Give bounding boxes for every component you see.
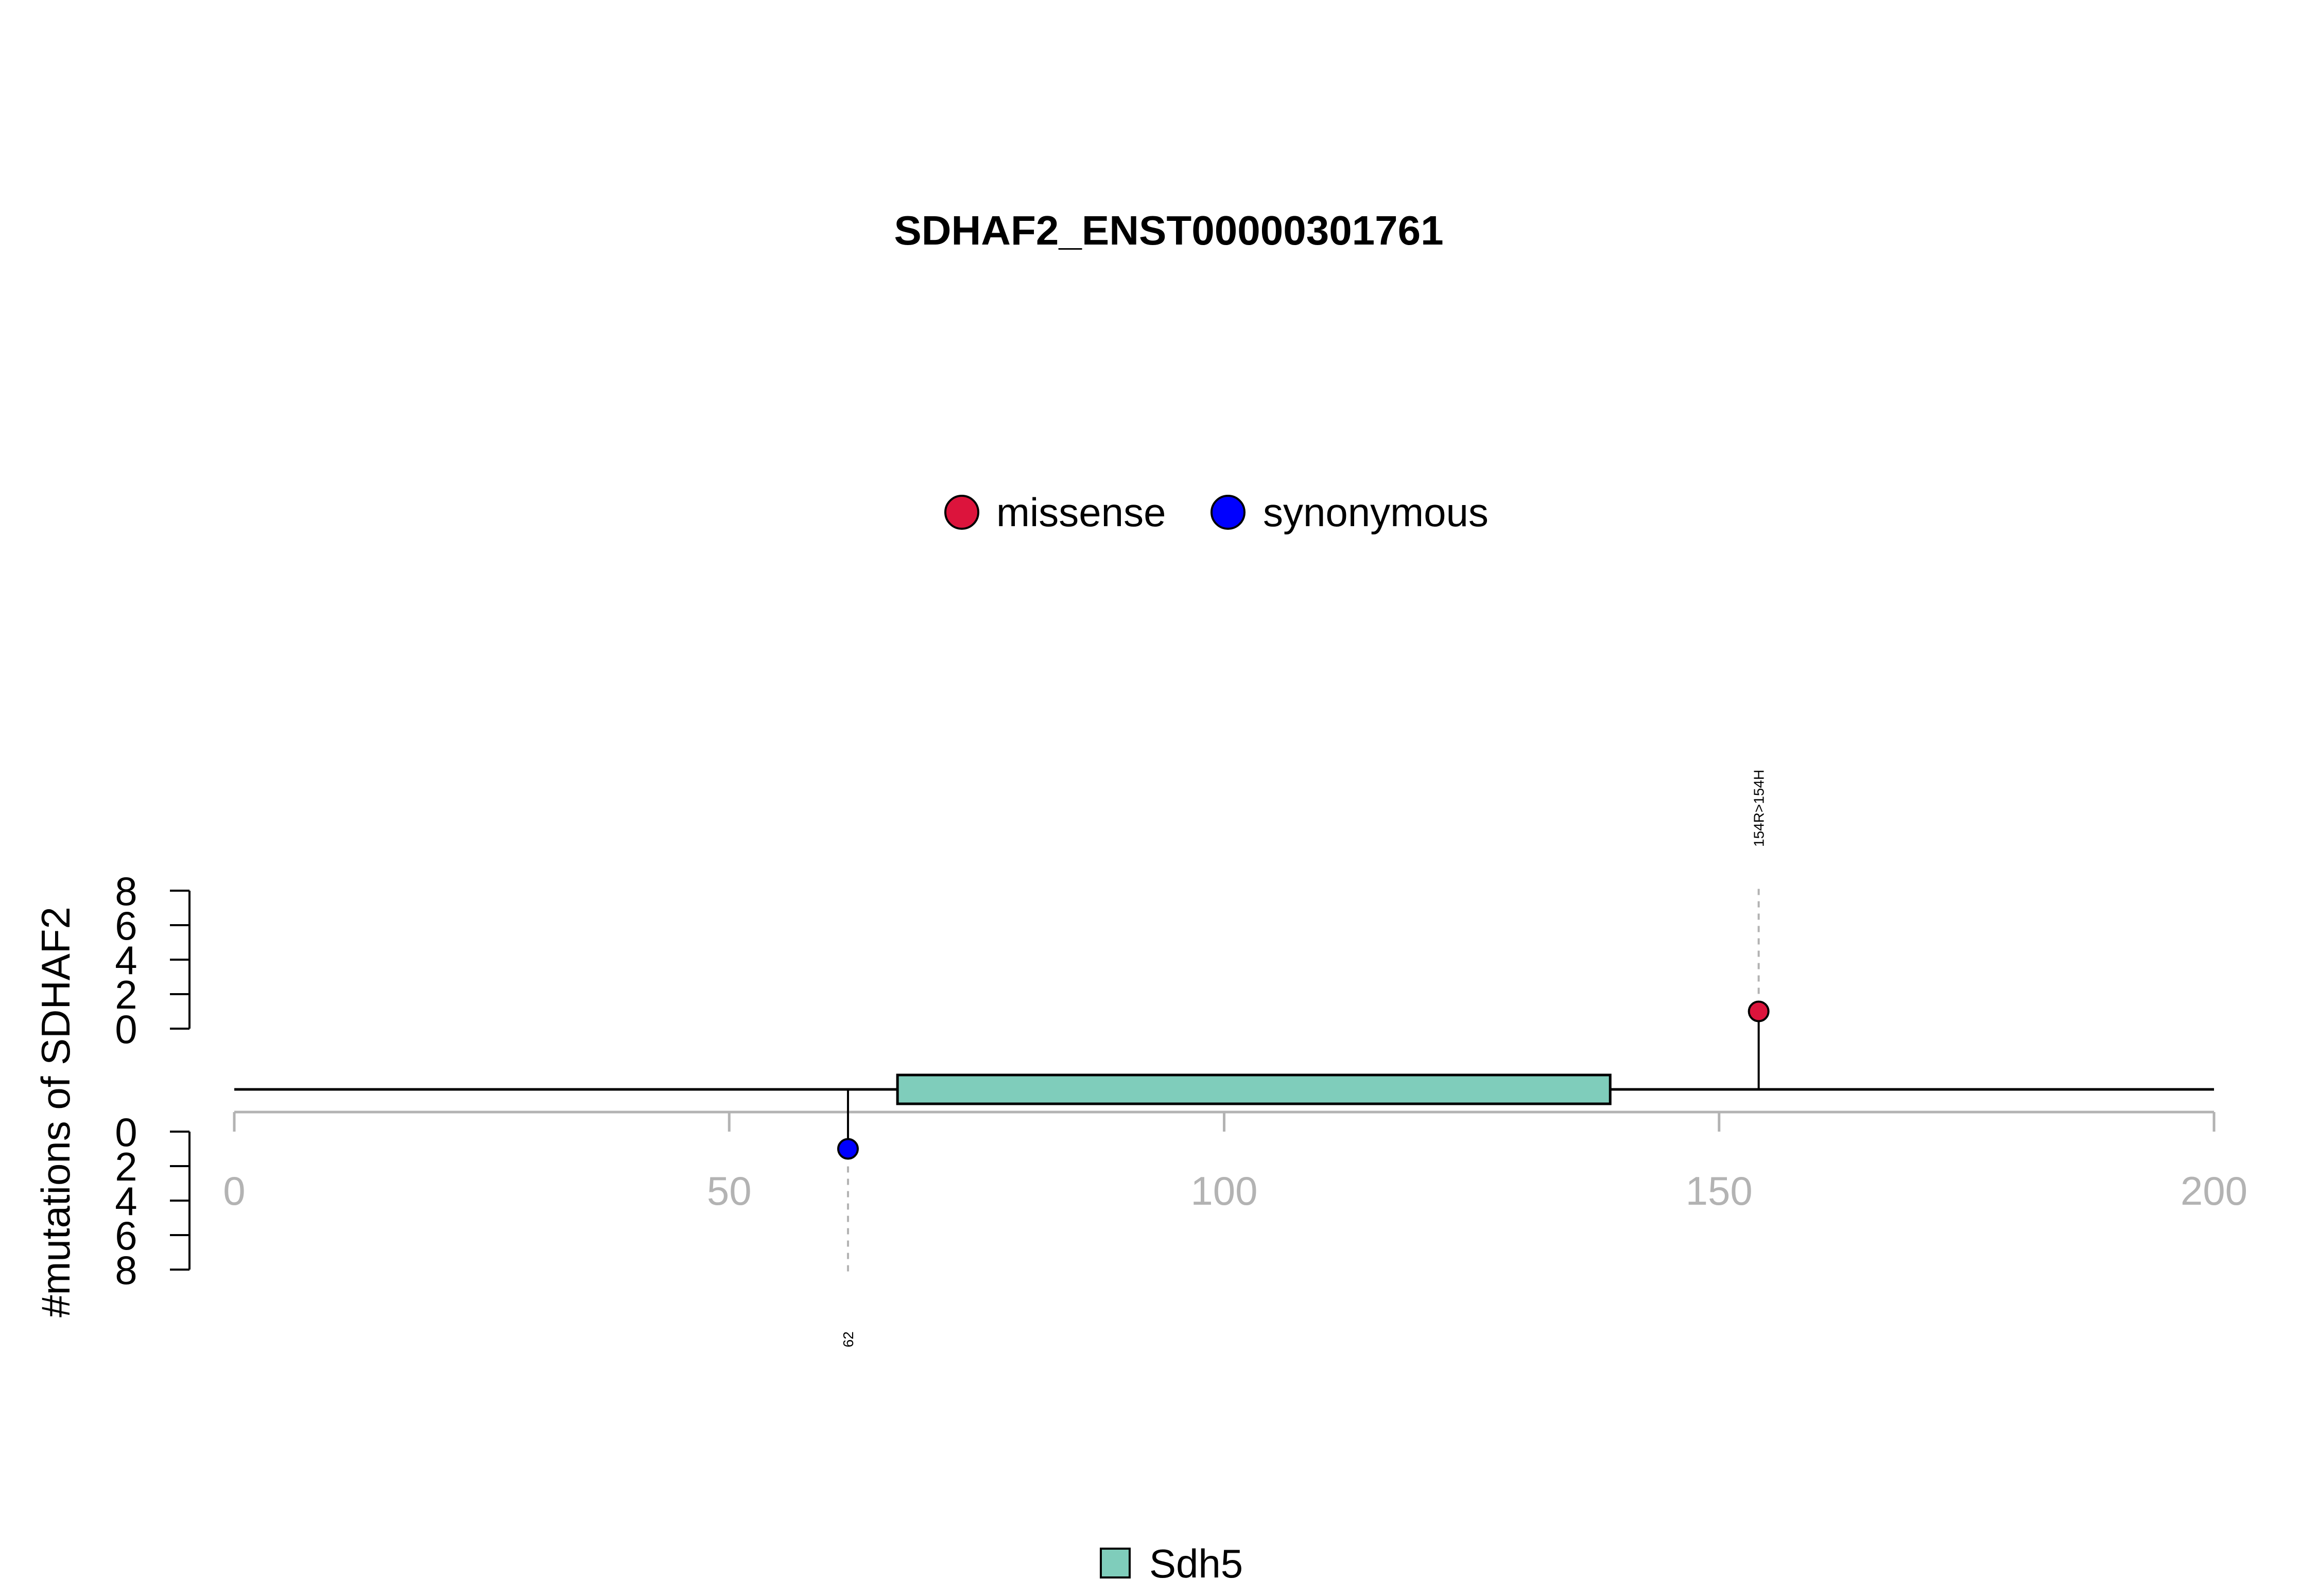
x-axis: 0 50 100 150 200 [223,1111,2247,1213]
y-top-tick-label-4: 4 [115,938,137,983]
legend-synonymous-label: synonymous [1263,490,1489,535]
mutation-legend: missense synonymous [944,490,1489,535]
x-tick-label-0: 0 [223,1168,245,1213]
y-axis-label: #mutations of SDHAF2 [33,907,78,1317]
y-bottom-tick-label-8: 8 [115,1247,137,1293]
mutation-154-point [1748,1000,1770,1022]
x-tick-label-50: 50 [707,1168,752,1213]
mutation-62-point [837,1138,859,1160]
domain-sdh5 [896,1073,1612,1105]
legend-sdh5-swatch [1100,1548,1131,1578]
y-bottom-tick-label-2: 2 [115,1144,137,1189]
y-bottom-tick-label-6: 6 [115,1213,137,1258]
legend-missense-label: missense [996,490,1166,535]
x-tick-label-150: 150 [1686,1168,1753,1213]
mutation-62-label: 62 [840,1331,856,1347]
y-top-tick-label-0: 0 [115,1007,137,1052]
y-bottom-tick-label-0: 0 [115,1109,137,1155]
legend-sdh5-label: Sdh5 [1149,1541,1243,1586]
x-tick-label-100: 100 [1190,1168,1257,1213]
legend-synonymous-swatch [1211,495,1246,530]
x-tick-label-200: 200 [2181,1168,2247,1213]
y-top-tick-label-8: 8 [115,869,137,914]
y-top-tick-label-2: 2 [115,972,137,1017]
y-bottom-tick-label-4: 4 [115,1178,137,1224]
y-top-tick-label-6: 6 [115,903,137,948]
domain-legend: Sdh5 [1100,1541,1243,1586]
chart-title: SDHAF2_ENST00000301761 [894,207,1443,253]
mutation-154-label: 154R>154H [1751,770,1767,847]
legend-missense-swatch [944,495,979,530]
